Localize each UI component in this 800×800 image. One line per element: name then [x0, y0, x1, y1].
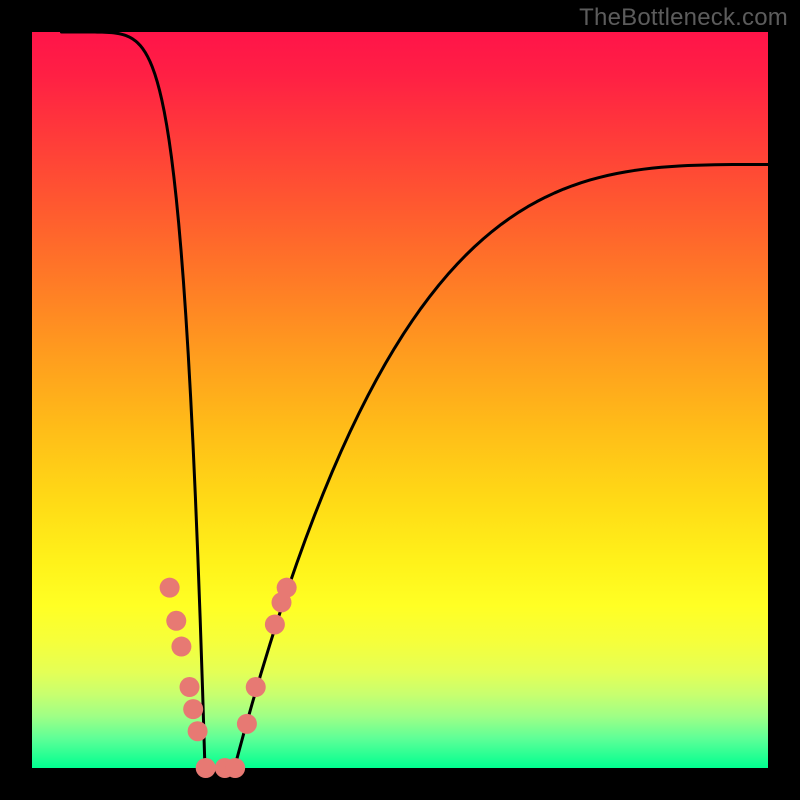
data-marker: [265, 614, 285, 634]
data-marker: [225, 758, 245, 778]
data-marker: [188, 721, 208, 741]
data-marker: [160, 578, 180, 598]
bottleneck-chart: [0, 0, 800, 800]
data-marker: [166, 611, 186, 631]
data-marker: [246, 677, 266, 697]
data-marker: [196, 758, 216, 778]
data-marker: [183, 699, 203, 719]
data-marker: [180, 677, 200, 697]
data-marker: [237, 714, 257, 734]
watermark-text: TheBottleneck.com: [579, 4, 788, 32]
data-marker: [171, 637, 191, 657]
data-marker: [277, 578, 297, 598]
gradient-background: [32, 32, 768, 768]
